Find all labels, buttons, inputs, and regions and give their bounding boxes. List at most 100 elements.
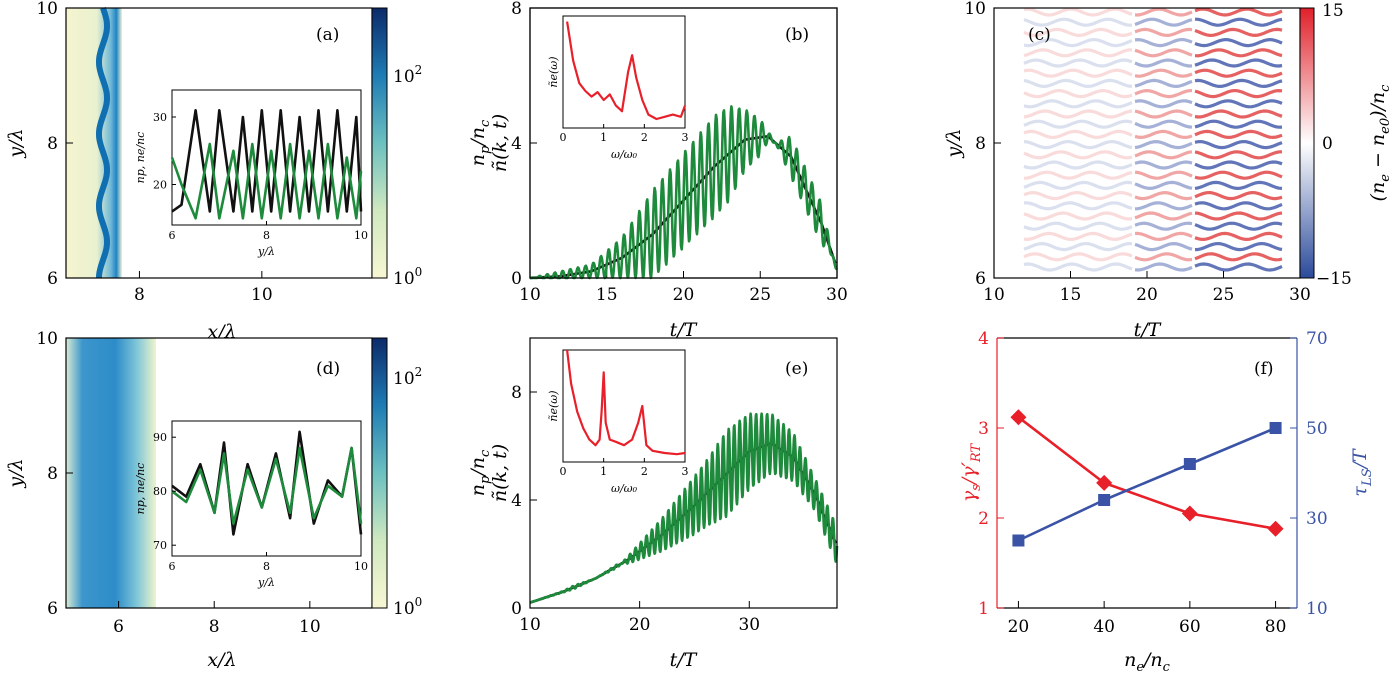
panel-c-red-stripe (1023, 191, 1283, 201)
panel-e-ytick-label: 4 (511, 491, 522, 511)
panel-c-field-density (1023, 8, 1283, 272)
panel-f: 20 40 60 80 1 2 3 4 10 30 50 70 (f) ne/nc γs/γ′RT τ… (958, 329, 1375, 673)
panel-a-colorbar (371, 7, 388, 279)
panel-c-blue-band (1134, 58, 1193, 68)
panel-e-series-green (529, 412, 839, 604)
panel-a-field-density (66, 8, 122, 278)
panel-b-xtick-label: 30 (826, 285, 848, 305)
panel-c-blue-band (1194, 242, 1283, 252)
panel-c-red-band (1134, 88, 1193, 99)
panel-c-blue-band (1194, 119, 1283, 129)
panel-d: 6 8 10 6 8 10 (d) x/λ y/λ 102 100 6 8 10 70 80 90 y… (5, 329, 422, 671)
panel-a-inset-ytick-label: 20 (153, 179, 167, 192)
panel-d-inset-xtick-label: 8 (263, 560, 270, 573)
panel-c-blue-band (1023, 37, 1133, 48)
panel-c-colorbar (1299, 7, 1315, 279)
panel-c-red-band (1023, 27, 1133, 38)
panel-c-blue-band (1194, 201, 1283, 211)
panel-d-inset-series-line (171, 446, 363, 525)
panel-c-red-band (1023, 8, 1133, 17)
panel-c-blue-band (1023, 160, 1133, 170)
panel-d-ytick-label: 6 (47, 599, 58, 619)
panel-c-blue-band (1134, 140, 1193, 150)
panel-c-ytick-label: 6 (975, 269, 986, 289)
panel-c-blue-band (1134, 242, 1193, 252)
panel-e-inset-xtick-label: 0 (560, 465, 567, 478)
panel-f-right-ytick-label: 30 (1306, 509, 1328, 529)
panel-f-right-ytick-label: 10 (1306, 599, 1328, 619)
panel-f-left-ytick-label: 2 (978, 509, 989, 529)
panel-d-inset-ytick-label: 90 (153, 431, 167, 444)
panel-c-red-stripe (1023, 231, 1283, 241)
panel-b-ytick-label: 4 (511, 134, 522, 154)
panel-c-red-band (1134, 129, 1193, 139)
panel-a-inset-ylabel: np, ne/nc (134, 132, 147, 184)
panel-a-inset-series-line (171, 109, 363, 213)
panel-b-inset-xlabel: ω/ω₀ (611, 148, 638, 161)
panel-a-xtick-label: 10 (251, 285, 273, 305)
panel-f-right-ytick-label: 70 (1306, 329, 1328, 349)
panel-d-inset: 6 8 10 70 80 90 y/λ np, ne/nc (134, 420, 368, 589)
panel-c-blue-band (1194, 78, 1283, 89)
panel-c-blue-band (1134, 160, 1193, 170)
panel-c-red-band (1134, 150, 1193, 160)
panel-c-red-band (1194, 211, 1283, 221)
panel-c-red-band (1023, 191, 1133, 201)
panel-c-red-band (1134, 231, 1193, 241)
panel-c-red-band (1023, 48, 1133, 58)
panel-c-blue-band (1023, 17, 1133, 27)
panel-c-blue-stripe (1023, 99, 1283, 109)
panel-c-cbar-label: (ne − ne0)/nc (1367, 84, 1393, 202)
panel-c-ylabel: y/λ (943, 128, 965, 158)
panel-c-red-band (1023, 129, 1133, 139)
panel-c-red-band (1194, 129, 1283, 139)
panel-c-blue-band (1023, 58, 1133, 68)
panel-a-ytick-label: 8 (47, 134, 58, 154)
panel-d-label: (d) (316, 359, 340, 379)
panel-c-blue-band (1194, 17, 1283, 27)
panel-c-blue-band (1023, 221, 1133, 231)
panel-c-red-stripe (1023, 27, 1283, 38)
panel-d-xtick-label: 8 (209, 617, 220, 637)
panel-e-ytick-label: 0 (511, 599, 522, 619)
panel-d-inset-ytick-label: 80 (153, 485, 167, 498)
panel-e-inset: 0 1 2 3 ω/ω₀ ñe(ω) (547, 349, 689, 495)
panel-c-blue-band (1134, 17, 1193, 27)
panel-c-red-band (1194, 170, 1283, 180)
panel-e-xtick-label: 30 (738, 615, 760, 635)
panel-c-red-band (1134, 48, 1193, 58)
panel-c-blue-band (1134, 201, 1193, 211)
panel-d-ytick-label: 10 (36, 329, 58, 349)
panel-b-ytick-label: 8 (511, 0, 522, 19)
panel-d-ticks: 6 8 10 6 8 10 (36, 329, 320, 637)
panel-e-inset-xtick-label: 3 (682, 465, 689, 478)
panel-e-xtick-label: 20 (629, 615, 651, 635)
panel-f-xtick-label: 20 (1008, 617, 1030, 637)
panel-c-red-stripe (1023, 48, 1283, 58)
panel-c-blue-stripe (1023, 221, 1283, 231)
panel-e-inset-xtick-label: 1 (600, 465, 607, 478)
panel-c-blue-band (1134, 37, 1193, 48)
panel-f-right-series-line (1017, 426, 1277, 542)
panel-f-xtick-label: 60 (1179, 617, 1201, 637)
panel-a-ytick-label: 6 (47, 269, 58, 289)
panel-c-red-stripe (1023, 8, 1283, 17)
panel-b-xlabel: t/T (670, 319, 698, 341)
panel-a-ticks: 8 10 6 8 10 (36, 0, 272, 305)
panel-d-field-density (66, 338, 156, 608)
panel-c-red-band (1134, 8, 1193, 17)
panel-f-label: (f) (1254, 359, 1274, 379)
panel-c-red-band (1194, 150, 1283, 160)
panel-a-filament (96, 7, 110, 279)
panel-b-inset-xtick-label: 3 (682, 131, 689, 144)
panel-c-blue-stripe (1023, 17, 1283, 27)
panel-d-inset-xtick-label: 10 (354, 560, 368, 573)
panel-c-red-band (1194, 231, 1283, 241)
panel-c-red-band (1194, 8, 1283, 17)
panel-c-blue-band (1023, 78, 1133, 89)
panel-c-blue-band (1194, 262, 1283, 272)
panel-c-blue-band (1194, 221, 1283, 231)
panel-d-colorbar (371, 337, 388, 609)
panel-c-xtick-label: 15 (1060, 285, 1082, 305)
